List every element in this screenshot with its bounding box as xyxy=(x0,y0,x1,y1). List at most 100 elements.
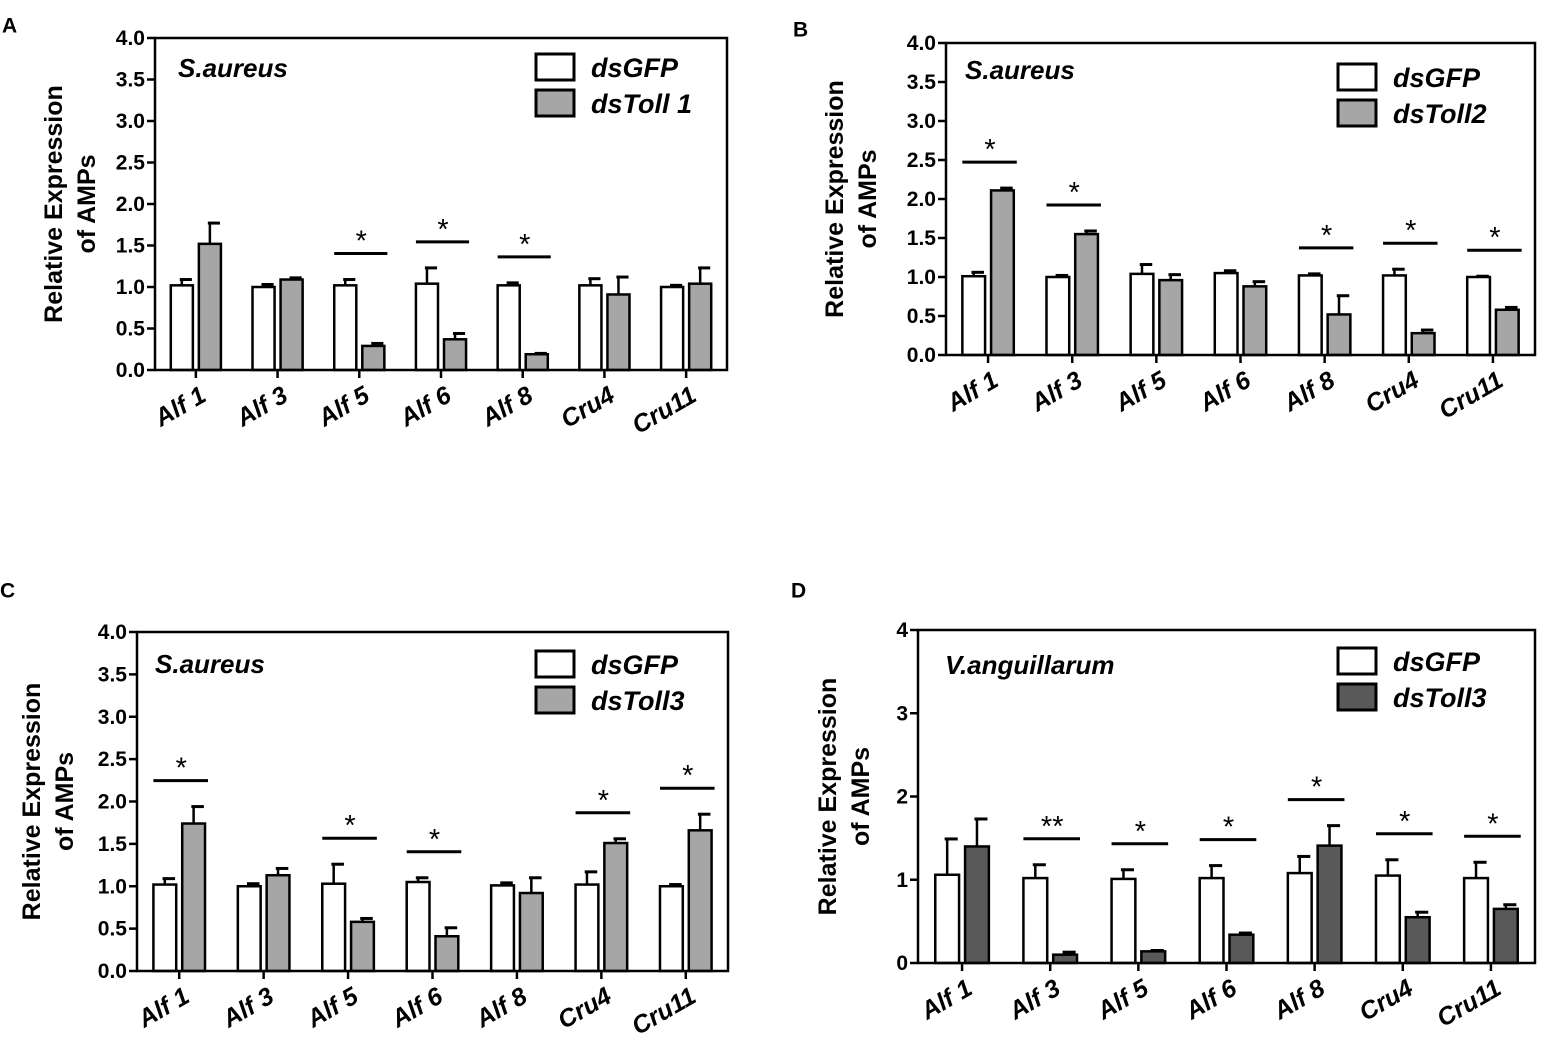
x-category-label: Alf 6 xyxy=(1180,973,1243,1025)
y-tick-label: 4 xyxy=(896,619,908,642)
significance-marker: * xyxy=(1135,816,1146,848)
x-category-label: Cru4 xyxy=(1354,974,1417,1027)
x-category-label: Cru11 xyxy=(1432,974,1506,1033)
bar-dstoll2 xyxy=(1494,308,1520,357)
significance-marker: * xyxy=(682,760,693,792)
bar-dsgfp xyxy=(934,873,961,965)
x-category-label: Alf 8 xyxy=(1268,974,1330,1026)
x-category-label: Alf 5 xyxy=(312,380,375,432)
legend-label: dsGFP xyxy=(591,53,679,83)
y-tick-label: 3.0 xyxy=(98,706,127,729)
y-axis-label: of AMPs xyxy=(73,154,101,253)
bar-dsgfp xyxy=(1045,275,1071,357)
y-tick-label: 3.5 xyxy=(98,663,128,686)
bar-dsgfp xyxy=(1286,871,1313,965)
bar-dstoll2 xyxy=(1073,232,1100,357)
significance-marker: * xyxy=(1311,772,1322,804)
bar-dsgfp xyxy=(1465,275,1492,357)
bar-dstoll-1 xyxy=(687,282,713,372)
y-axis-label: Relative Expression xyxy=(18,683,46,921)
x-category-label: Alf 8 xyxy=(476,381,538,433)
y-tick-label: 2.0 xyxy=(98,791,127,814)
chart-panel-C: C Relative Expression of AMPs 0.0 0.5 1.0 1.5 2… xyxy=(0,579,730,1041)
bar-dstoll3 xyxy=(1316,844,1343,965)
x-category-label: Cru11 xyxy=(627,381,701,440)
x-category-label: Alf 3 xyxy=(1003,974,1065,1026)
significance-marker: * xyxy=(1405,215,1416,247)
bar-dsgfp xyxy=(1198,876,1225,965)
bar-dstoll3 xyxy=(518,891,544,973)
y-tick-label: 0.0 xyxy=(98,960,127,983)
y-tick-label: 3 xyxy=(896,702,908,725)
bar-dsgfp xyxy=(659,285,685,372)
bar-dstoll3 xyxy=(1404,915,1431,965)
bar-dsgfp xyxy=(1022,876,1049,965)
y-tick-label: 3.0 xyxy=(116,110,145,133)
legend-swatch xyxy=(534,649,576,679)
legend-swatch xyxy=(534,88,576,118)
legend-label: dsToll3 xyxy=(591,686,685,716)
y-tick-label: 4.0 xyxy=(907,32,936,55)
bar-dsgfp xyxy=(574,883,600,973)
chart-panel-B: B Relative Expression of AMPs 0.0 0.5 1.0 1.5 2… xyxy=(793,18,1537,425)
y-tick-label: 0.5 xyxy=(98,918,128,941)
bar-dstoll3 xyxy=(687,829,713,973)
y-tick-label: 0.0 xyxy=(116,359,145,382)
bar-dstoll3 xyxy=(603,841,629,973)
bar-dsgfp xyxy=(321,882,347,973)
panel-label: D xyxy=(791,579,806,602)
legend-label: dsToll 1 xyxy=(591,89,692,119)
bar-dsgfp xyxy=(1462,876,1490,965)
y-tick-label: 1.5 xyxy=(116,235,146,258)
panel-label: C xyxy=(0,579,15,602)
bar-dsgfp xyxy=(405,880,431,973)
significance-marker: * xyxy=(1489,222,1500,254)
bar-dstoll3 xyxy=(349,920,376,973)
x-category-label: Alf 5 xyxy=(1092,973,1155,1025)
bar-dstoll2 xyxy=(989,189,1016,357)
bar-dsgfp xyxy=(1381,274,1408,357)
y-tick-label: 3.5 xyxy=(907,71,937,94)
y-tick-label: 2.0 xyxy=(907,188,936,211)
legend-label: dsGFP xyxy=(1393,63,1481,93)
y-tick-label: 3.0 xyxy=(907,110,936,133)
bar-dstoll-1 xyxy=(361,344,386,372)
y-tick-label: 0.5 xyxy=(907,305,937,328)
legend-swatch xyxy=(1336,98,1378,128)
y-axis-label: Relative Expression xyxy=(821,80,849,318)
bar-dstoll3 xyxy=(434,935,460,973)
x-category-label: Alf 3 xyxy=(231,381,293,433)
bar-dsgfp xyxy=(489,884,516,973)
bar-dstoll2 xyxy=(1158,278,1184,357)
significance-marker: * xyxy=(1487,808,1498,840)
bar-dstoll2 xyxy=(1242,285,1268,357)
x-category-label: Alf 5 xyxy=(301,981,364,1033)
legend-label: dsToll2 xyxy=(1393,99,1487,129)
significance-marker: * xyxy=(1399,806,1410,838)
significance-marker: * xyxy=(1223,812,1234,844)
bar-dstoll-1 xyxy=(197,242,223,372)
panel-label: B xyxy=(793,18,808,41)
bar-dsgfp xyxy=(152,883,178,973)
legend-swatch xyxy=(1336,646,1378,676)
x-category-label: Cru11 xyxy=(1434,366,1508,425)
bar-dsgfp xyxy=(1213,271,1239,357)
bar-dsgfp xyxy=(251,285,276,372)
y-tick-label: 1.0 xyxy=(907,266,936,289)
x-category-label: Alf 3 xyxy=(1025,366,1087,418)
x-category-label: Alf 1 xyxy=(132,982,194,1034)
x-category-label: Cru4 xyxy=(553,982,616,1035)
plot-frame xyxy=(153,36,729,372)
bar-dsgfp xyxy=(496,284,521,372)
legend-swatch xyxy=(534,52,576,82)
significance-marker: ** xyxy=(1041,811,1064,843)
bar-dsgfp xyxy=(332,284,358,372)
x-category-label: Alf 6 xyxy=(394,380,457,432)
organism-title: S.aureus xyxy=(178,53,288,83)
y-axis-label: Relative Expression xyxy=(814,678,842,916)
bar-dsgfp xyxy=(578,284,603,372)
legend-label: dsGFP xyxy=(1393,647,1481,677)
y-tick-label: 2.5 xyxy=(116,152,146,175)
